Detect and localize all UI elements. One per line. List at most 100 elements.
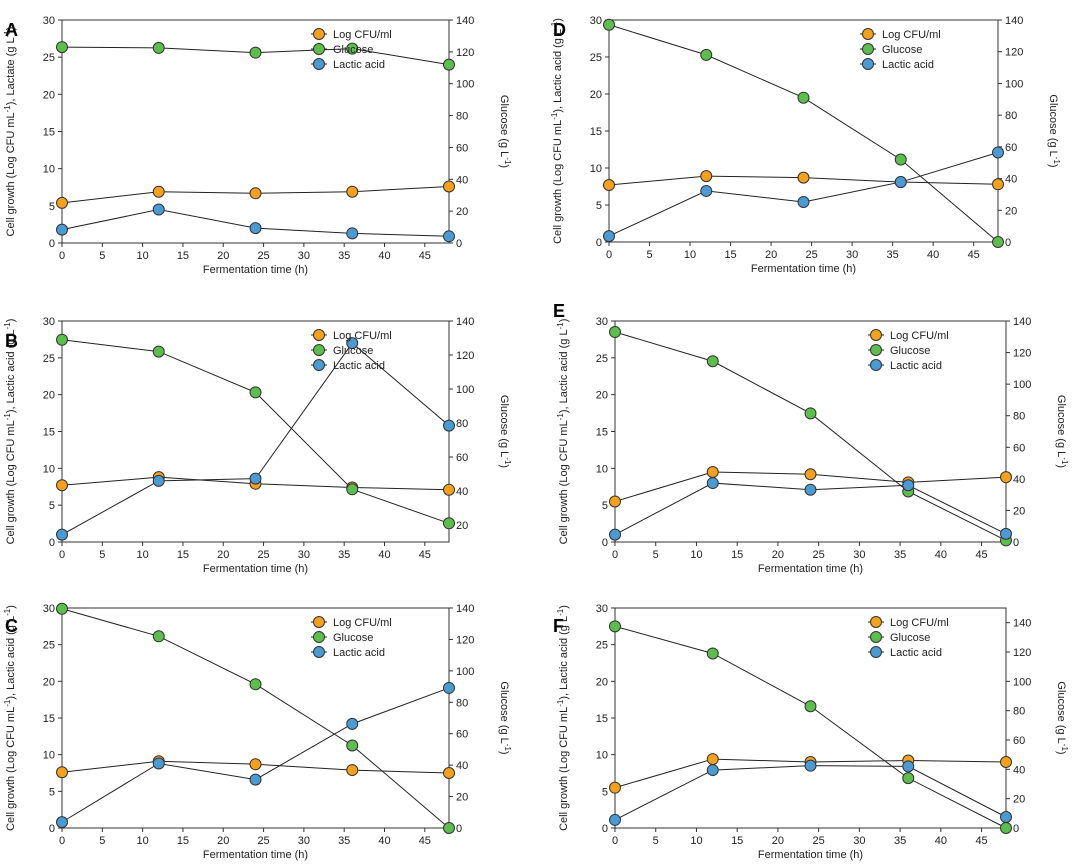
x-tick-label: 45: [968, 249, 980, 261]
y-tick-label: 0: [596, 237, 602, 249]
x-axis-title: Fermentation time (h): [751, 263, 856, 275]
y2-tick-label: 80: [1013, 706, 1025, 718]
y2-tick-label: 100: [456, 666, 474, 678]
legend-marker: [862, 43, 874, 55]
legend-label: Glucose: [333, 44, 373, 56]
panel-letter: B: [5, 331, 18, 351]
y-tick-label: 30: [596, 603, 608, 615]
data-point-lactic-acid: [56, 223, 68, 236]
x-tick-label: 0: [612, 549, 618, 561]
y-axis-title: Cell growth (Log CFU mL-1), Lactic acid …: [3, 319, 18, 545]
data-point-lactic-acid: [152, 474, 165, 487]
y2-tick-label: 40: [456, 760, 468, 772]
data-point-lactic-acid: [894, 176, 907, 189]
y-tick-label: 20: [43, 390, 55, 402]
y-tick-label: 5: [49, 786, 55, 798]
legend-marker: [862, 58, 874, 70]
data-point-glucose: [894, 153, 907, 166]
data-point-lactic-acid: [346, 717, 359, 730]
x-tick-label: 0: [59, 250, 65, 262]
data-point-glucose: [797, 91, 810, 104]
data-point-lactic-acid: [804, 759, 817, 772]
y2-tick-label: 120: [1013, 348, 1031, 360]
legend-marker: [313, 344, 325, 356]
y-tick-label: 0: [49, 238, 55, 250]
y2-tick-label: 0: [1005, 237, 1011, 249]
y-tick-label: 0: [49, 537, 55, 549]
x-tick-label: 20: [217, 835, 229, 847]
x-tick-label: 15: [731, 835, 743, 847]
series-line-glucose: [61, 339, 450, 524]
panel-letter: D: [553, 20, 566, 40]
y-tick-label: 10: [43, 463, 55, 475]
y2-axis-title: Glucose (g L-1): [498, 95, 513, 168]
y-axis-title: Cell growth (Log CFU mL-1), Lactic acid …: [556, 605, 571, 831]
x-tick-label: 35: [338, 250, 350, 262]
x-tick-label: 25: [805, 249, 817, 261]
data-point-lactic-acid: [603, 230, 615, 243]
data-point-glucose: [992, 236, 1004, 248]
legend-label: Lactic acid: [333, 647, 385, 659]
legend-marker: [313, 43, 325, 55]
data-point-lactic-acid: [797, 196, 810, 209]
y2-axis-title: Glucose (g L-1): [1055, 395, 1070, 468]
y2-tick-label: 120: [1013, 647, 1031, 659]
x-tick-label: 30: [298, 250, 310, 262]
data-point-log-cfu-ml: [346, 185, 359, 198]
y2-tick-label: 0: [456, 238, 462, 250]
legend-marker: [870, 631, 882, 643]
data-point-lactic-acid: [443, 230, 455, 243]
y-tick-label: 25: [590, 52, 602, 64]
y2-tick-label: 140: [1013, 618, 1031, 630]
y2-tick-label: 140: [456, 316, 474, 328]
legend-label: Log CFU/ml: [333, 29, 392, 41]
y-tick-label: 25: [43, 353, 55, 365]
legend-label: Lactic acid: [333, 59, 385, 71]
y2-tick-label: 0: [1013, 823, 1019, 835]
x-tick-label: 25: [257, 250, 269, 262]
y-tick-label: 0: [602, 823, 608, 835]
data-point-log-cfu-ml: [700, 170, 713, 183]
data-point-glucose: [706, 647, 719, 660]
data-point-glucose: [700, 48, 713, 61]
y-tick-label: 15: [590, 126, 602, 138]
legend-label: Log CFU/ml: [882, 29, 941, 41]
y-tick-label: 15: [43, 713, 55, 725]
x-tick-label: 40: [935, 835, 947, 847]
data-point-glucose: [152, 630, 165, 643]
y2-tick-label: 120: [456, 47, 474, 59]
x-tick-label: 30: [853, 835, 865, 847]
y-tick-label: 15: [596, 713, 608, 725]
data-point-glucose: [443, 822, 455, 834]
x-tick-label: 20: [217, 549, 229, 561]
y2-tick-label: 40: [456, 174, 468, 186]
data-point-lactic-acid: [152, 757, 165, 770]
x-tick-label: 10: [690, 549, 702, 561]
data-point-glucose: [56, 602, 68, 615]
data-point-log-cfu-ml: [804, 468, 817, 481]
data-point-log-cfu-ml: [706, 753, 719, 766]
y2-tick-label: 60: [1013, 442, 1025, 454]
panel-letter: A: [5, 20, 18, 40]
x-axis-title: Fermentation time (h): [758, 563, 863, 575]
legend-label: Log CFU/ml: [890, 330, 949, 342]
y-tick-label: 15: [43, 127, 55, 139]
y2-tick-label: 80: [1013, 411, 1025, 423]
panel-letter: C: [5, 616, 18, 636]
y2-tick-label: 60: [1005, 142, 1017, 154]
y-axis-title: Cell growth (Log CFU mL-1), Lactic acid …: [556, 319, 571, 545]
data-point-glucose: [706, 355, 719, 368]
data-point-log-cfu-ml: [609, 781, 621, 794]
data-point-lactic-acid: [609, 528, 621, 541]
data-point-glucose: [249, 46, 262, 59]
series-line-lactic-acid: [61, 342, 450, 536]
y-tick-label: 25: [43, 52, 55, 64]
data-point-lactic-acid: [346, 337, 359, 350]
data-point-glucose: [443, 58, 455, 71]
x-tick-label: 15: [731, 549, 743, 561]
y-tick-label: 30: [43, 603, 55, 615]
x-tick-label: 15: [177, 835, 189, 847]
x-tick-label: 45: [419, 835, 431, 847]
data-point-glucose: [603, 18, 615, 31]
